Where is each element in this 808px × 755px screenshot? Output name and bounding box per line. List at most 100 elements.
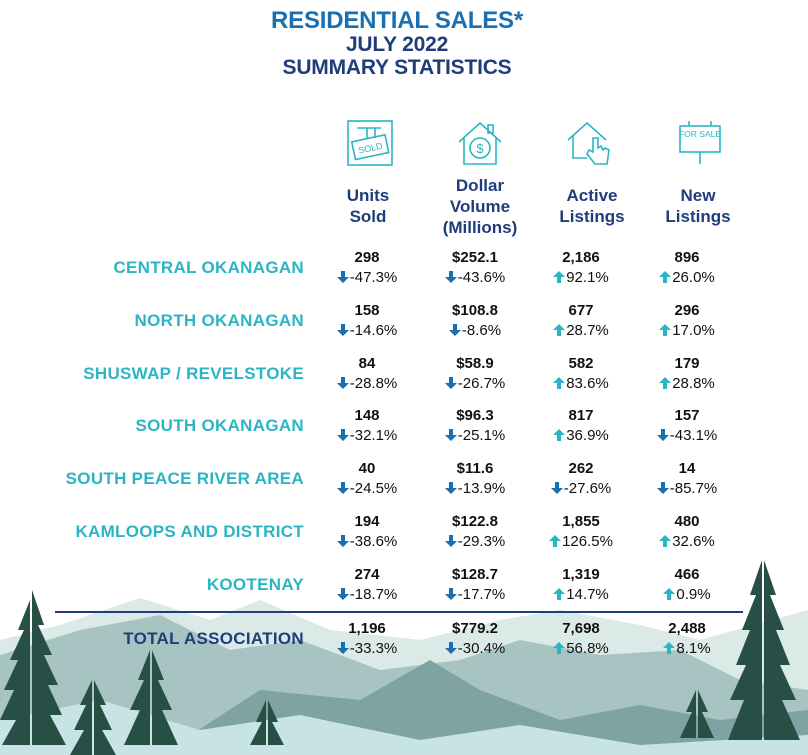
arrow-down-icon (336, 429, 349, 441)
cell-change: 28.8% (632, 374, 742, 394)
table-cell: 466 0.9% (632, 565, 742, 605)
change-percent: 28.8% (672, 375, 715, 392)
table-cell: $11.6 -13.9% (420, 459, 530, 499)
region-label: KOOTENAY (206, 575, 304, 594)
region-label: SHUSWAP / REVELSTOKE (83, 364, 304, 383)
cell-value: 274 (354, 566, 380, 583)
table-cell: 262 -27.6% (526, 459, 636, 499)
region-label: SOUTH OKANAGAN (135, 416, 304, 435)
cell-change: -43.6% (420, 268, 530, 288)
arrow-up-icon (553, 642, 566, 654)
table-cell: 158 -14.6% (312, 301, 422, 341)
arrow-up-icon (659, 377, 672, 389)
table-cell: 480 32.6% (632, 512, 742, 552)
cell-change: 26.0% (632, 268, 742, 288)
cell-change: 28.7% (526, 321, 636, 341)
cell-change: -17.7% (420, 585, 530, 605)
cell-change: -85.7% (632, 479, 742, 499)
cell-value: $252.1 (452, 249, 498, 266)
cell-change: 126.5% (526, 532, 636, 552)
table-cell: 817 36.9% (526, 406, 636, 446)
region-label: NORTH OKANAGAN (134, 311, 304, 330)
change-percent: 0.9% (676, 586, 711, 603)
column-header-active-listings: Active Listings (532, 185, 652, 227)
table-cell: 14 -85.7% (632, 459, 742, 499)
arrow-up-icon (553, 588, 566, 600)
table-cell: $108.8 -8.6% (420, 301, 530, 341)
arrow-down-icon (444, 588, 457, 600)
region-label: KAMLOOPS AND DISTRICT (75, 522, 304, 541)
cell-change: -18.7% (312, 585, 422, 605)
arrow-down-icon (444, 642, 457, 654)
column-header-line: Volume (449, 197, 511, 216)
change-percent: -32.1% (349, 427, 398, 444)
table-cell: 298 -47.3% (312, 248, 422, 288)
cell-value: 157 (674, 407, 700, 424)
change-percent: 32.6% (672, 533, 715, 550)
arrow-down-icon (336, 482, 349, 494)
arrow-down-icon (336, 535, 349, 547)
table-cell: 157 -43.1% (632, 406, 742, 446)
change-percent: -33.3% (349, 640, 398, 657)
table-cell: 179 28.8% (632, 354, 742, 394)
change-percent: -47.3% (349, 269, 398, 286)
change-percent: -17.7% (457, 586, 506, 603)
column-header-line: (Millions) (442, 218, 518, 237)
change-percent: 28.7% (566, 322, 609, 339)
cell-change: 8.1% (632, 639, 742, 659)
table-cell: 2,186 92.1% (526, 248, 636, 288)
table-cell: $252.1 -43.6% (420, 248, 530, 288)
arrow-down-icon (444, 535, 457, 547)
arrow-up-icon (659, 324, 672, 336)
cell-change: 56.8% (526, 639, 636, 659)
cell-change: 83.6% (526, 374, 636, 394)
cell-change: -27.6% (526, 479, 636, 499)
cell-change: -24.5% (312, 479, 422, 499)
report-title: RESIDENTIAL SALES* JULY 2022 SUMMARY STA… (0, 8, 794, 79)
arrow-down-icon (444, 377, 457, 389)
table-cell: 274 -18.7% (312, 565, 422, 605)
cell-change: 92.1% (526, 268, 636, 288)
change-percent: 8.1% (676, 640, 711, 657)
change-percent: 56.8% (566, 640, 609, 657)
arrow-up-icon (553, 324, 566, 336)
cell-value: 40 (358, 460, 376, 477)
total-row-label: TOTAL ASSOCIATION (123, 629, 304, 648)
cell-change: -28.8% (312, 374, 422, 394)
column-header-new-listings: New Listings (638, 185, 758, 227)
change-percent: -29.3% (457, 533, 506, 550)
arrow-down-icon (448, 324, 461, 336)
change-percent: 92.1% (566, 269, 609, 286)
cell-change: -47.3% (312, 268, 422, 288)
arrow-down-icon (336, 377, 349, 389)
table-cell: $128.7 -17.7% (420, 565, 530, 605)
arrow-up-icon (553, 377, 566, 389)
change-percent: 14.7% (566, 586, 609, 603)
change-percent: 126.5% (562, 533, 613, 550)
title-line-3: SUMMARY STATISTICS (282, 55, 512, 79)
change-percent: -18.7% (349, 586, 398, 603)
table-cell: 148 -32.1% (312, 406, 422, 446)
table-cell: 194 -38.6% (312, 512, 422, 552)
cell-value: 194 (354, 513, 380, 530)
column-header-line: Units (346, 186, 390, 205)
arrow-down-icon (444, 482, 457, 494)
cell-change: -13.9% (420, 479, 530, 499)
table-cell: $96.3 -25.1% (420, 406, 530, 446)
cell-change: -30.4% (420, 639, 530, 659)
cell-change: 17.0% (632, 321, 742, 341)
arrow-up-icon (663, 588, 676, 600)
arrow-up-icon (659, 271, 672, 283)
change-percent: -85.7% (669, 480, 718, 497)
cell-change: -25.1% (420, 426, 530, 446)
table-cell: 1,196 -33.3% (312, 619, 422, 659)
change-percent: -24.5% (349, 480, 398, 497)
column-header-line: Sold (349, 207, 387, 226)
cell-change: -8.6% (420, 321, 530, 341)
column-header-line: Dollar (455, 176, 505, 195)
arrow-down-icon (444, 271, 457, 283)
change-percent: -26.7% (457, 375, 506, 392)
arrow-up-icon (549, 535, 562, 547)
change-percent: 17.0% (672, 322, 715, 339)
